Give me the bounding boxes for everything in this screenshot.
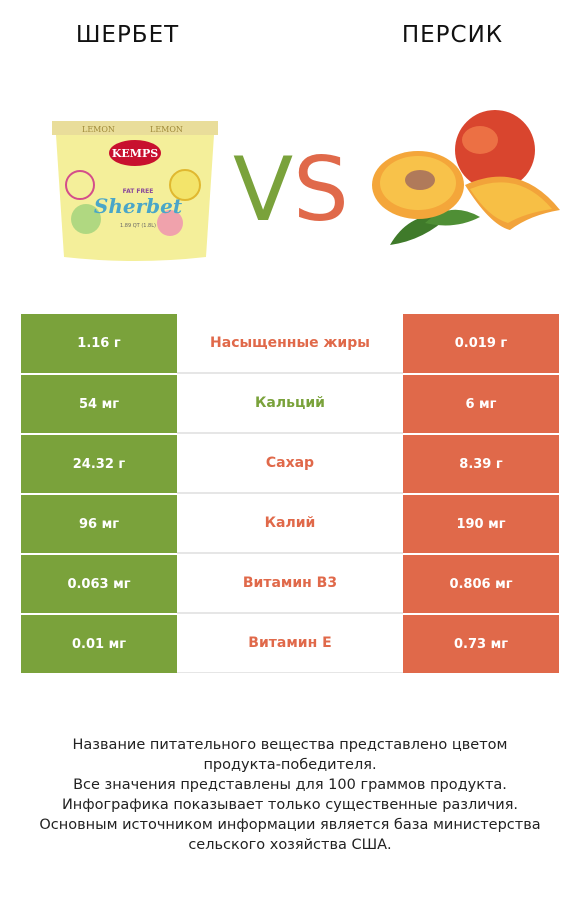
footnote-line: продукта-победителя. (203, 757, 377, 773)
sherbet-cup-icon: LEMON LEMON KEMPS FAT FREE Sherbet 1.89 … (52, 121, 218, 261)
table-row: 0.063 мг Витамин B3 0.806 мг (21, 553, 559, 613)
left-value: 0.063 мг (21, 553, 177, 613)
table-row: 96 мг Калий 190 мг (21, 493, 559, 553)
right-value: 8.39 г (402, 433, 559, 493)
nutrient-name: Кальций (176, 373, 403, 433)
cup-flavor-label-2: LEMON (150, 125, 183, 134)
footnote-line: сельского хозяйства США. (188, 837, 392, 853)
right-value: 6 мг (402, 373, 559, 433)
table-row: 1.16 г Насыщенные жиры 0.019 г (21, 314, 559, 373)
nutrient-name: Насыщенные жиры (176, 314, 403, 373)
cup-name: Sherbet (94, 194, 183, 218)
cup-flavor-label: LEMON (82, 125, 115, 134)
table-row: 54 мг Кальций 6 мг (21, 373, 559, 433)
right-value: 0.73 мг (402, 613, 559, 673)
vs-letter-v: V (233, 140, 293, 230)
left-value: 54 мг (21, 373, 177, 433)
left-product-title: ШЕРБЕТ (75, 22, 180, 48)
right-product-title: ПЕРСИК (401, 22, 504, 48)
peach-icon (372, 110, 560, 245)
cup-brand: KEMPS (112, 147, 158, 160)
nutrient-name: Витамин E (176, 613, 403, 673)
nutrient-name: Калий (176, 493, 403, 553)
right-value: 0.019 г (402, 314, 559, 373)
left-value: 1.16 г (21, 314, 177, 373)
left-value: 96 мг (21, 493, 177, 553)
footnote-line: Все значения представлены для 100 граммо… (73, 777, 507, 793)
vs-logo: V S (233, 140, 349, 230)
table-row: 0.01 мг Витамин E 0.73 мг (21, 613, 559, 673)
vs-letter-s: S (293, 140, 349, 230)
footnote-line: Название питательного вещества представл… (72, 737, 508, 753)
footnote: Название питательного вещества представл… (20, 735, 560, 855)
nutrient-name: Витамин B3 (176, 553, 403, 613)
nutrient-name: Сахар (176, 433, 403, 493)
left-value: 0.01 мг (21, 613, 177, 673)
footnote-line: Инфографика показывает только существенн… (61, 797, 519, 813)
right-value: 0.806 мг (402, 553, 559, 613)
right-value: 190 мг (402, 493, 559, 553)
table-row: 24.32 г Сахар 8.39 г (21, 433, 559, 493)
left-value: 24.32 г (21, 433, 177, 493)
comparison-table: 1.16 г Насыщенные жиры 0.019 г 54 мг Кальций… (21, 314, 559, 673)
cup-volume: 1.89 QT (1.8L) (120, 223, 156, 229)
cup-fat-free: FAT FREE (123, 188, 154, 195)
footnote-line: Основным источником информации является … (39, 817, 541, 833)
